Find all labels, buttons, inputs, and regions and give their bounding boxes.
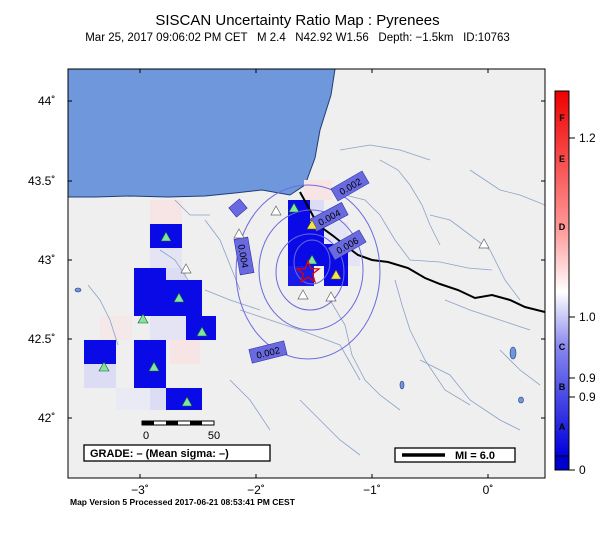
map-text-label: 0 [143, 430, 149, 442]
map-text-label: 0.9 [579, 390, 595, 404]
map-text-label: C [559, 342, 566, 352]
uncertainty-cells [84, 180, 360, 410]
lat-ticks [68, 100, 545, 419]
contour-labels: 0.002 0.004 0.006 0.004 [228, 170, 370, 364]
lon-labels: −3˚ −2˚ −1˚ 0˚ [131, 483, 493, 497]
map-text-label: 0.004 [235, 244, 250, 269]
event-info-line: Mar 25, 2017 09:06:02 PM CET M 2.4 N42.9… [85, 32, 510, 44]
station-markers-yellow [306, 219, 342, 280]
station-markers-nodata [180, 205, 490, 302]
map-text-label: A [559, 422, 566, 432]
lat-labels: 44˚ 43.5˚ 43˚ 42.5˚ 42˚ [28, 94, 55, 425]
lon-label: −3˚ [131, 483, 149, 497]
lat-label: 43˚ [38, 253, 55, 267]
scale-bar: 0 50 [141, 420, 220, 442]
map-text-label: 1.0 [579, 310, 595, 324]
colorbar: F E D C B A 1.2 1.0 0.9 0.9 0 [554, 90, 595, 477]
border-line [299, 191, 545, 313]
sea-area [68, 69, 336, 198]
lat-label: 42.5˚ [28, 332, 55, 346]
station-markers-recorded [98, 202, 318, 407]
lat-label: 42˚ [38, 411, 55, 425]
map-text-label: 0.9 [579, 371, 595, 385]
lon-label: −2˚ [247, 483, 265, 497]
lon-label: −1˚ [363, 483, 381, 497]
map-text-label: 0 [579, 463, 586, 477]
map-text-label: F [559, 113, 565, 123]
map-text-label: MI = 6.0 [455, 450, 495, 462]
map-text-label: 50 [208, 430, 220, 442]
epicenter-star [295, 259, 321, 284]
map-text-label: 1.2 [579, 131, 595, 145]
lat-label: 43.5˚ [28, 174, 55, 188]
map-text-label: D [559, 222, 566, 232]
map-text-label: B [559, 382, 566, 392]
map-title: SISCAN Uncertainty Ratio Map : Pyrenees [155, 12, 440, 29]
lat-label: 44˚ [38, 94, 55, 108]
map-text-label: GRADE: – (Mean sigma: –) [90, 448, 229, 460]
map-text-label: E [559, 154, 565, 164]
lon-label: 0˚ [483, 483, 494, 497]
lon-ticks [139, 69, 489, 478]
mi-legend: MI = 6.0 [394, 447, 516, 463]
rivers [87, 144, 545, 456]
grade-box: GRADE: – (Mean sigma: –) [83, 444, 271, 462]
contours [235, 184, 381, 360]
map-frame [67, 68, 546, 479]
processing-footer: Map Version 5 Processed 2017-06-21 08:53… [70, 497, 295, 507]
